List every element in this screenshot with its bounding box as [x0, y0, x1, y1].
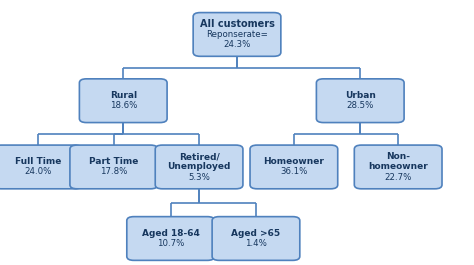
Text: All customers: All customers — [200, 19, 274, 29]
Text: 5.3%: 5.3% — [188, 173, 210, 182]
Text: 24.3%: 24.3% — [223, 40, 251, 49]
Text: 28.5%: 28.5% — [346, 101, 374, 110]
FancyBboxPatch shape — [155, 145, 243, 189]
FancyBboxPatch shape — [127, 217, 214, 260]
FancyBboxPatch shape — [316, 79, 404, 122]
Text: Aged >65: Aged >65 — [231, 229, 281, 238]
Text: 36.1%: 36.1% — [280, 167, 308, 176]
Text: Full Time: Full Time — [15, 157, 61, 166]
Text: Aged 18-64: Aged 18-64 — [142, 229, 200, 238]
Text: Urban: Urban — [345, 91, 376, 100]
Text: homeowner: homeowner — [368, 162, 428, 171]
Text: Homeowner: Homeowner — [264, 157, 324, 166]
Text: 22.7%: 22.7% — [384, 173, 412, 182]
FancyBboxPatch shape — [70, 145, 157, 189]
Text: 10.7%: 10.7% — [157, 239, 184, 248]
Text: 18.6%: 18.6% — [109, 101, 137, 110]
FancyBboxPatch shape — [0, 145, 82, 189]
Text: 24.0%: 24.0% — [24, 167, 52, 176]
FancyBboxPatch shape — [212, 217, 300, 260]
Text: 1.4%: 1.4% — [245, 239, 267, 248]
FancyBboxPatch shape — [193, 12, 281, 56]
Text: Rural: Rural — [109, 91, 137, 100]
Text: Part Time: Part Time — [89, 157, 138, 166]
Text: Non-: Non- — [386, 152, 410, 161]
FancyBboxPatch shape — [250, 145, 337, 189]
Text: Retired/: Retired/ — [179, 152, 219, 161]
Text: Reponserate=: Reponserate= — [206, 30, 268, 39]
FancyBboxPatch shape — [79, 79, 167, 122]
Text: 17.8%: 17.8% — [100, 167, 128, 176]
Text: Unemployed: Unemployed — [167, 162, 231, 171]
FancyBboxPatch shape — [354, 145, 442, 189]
